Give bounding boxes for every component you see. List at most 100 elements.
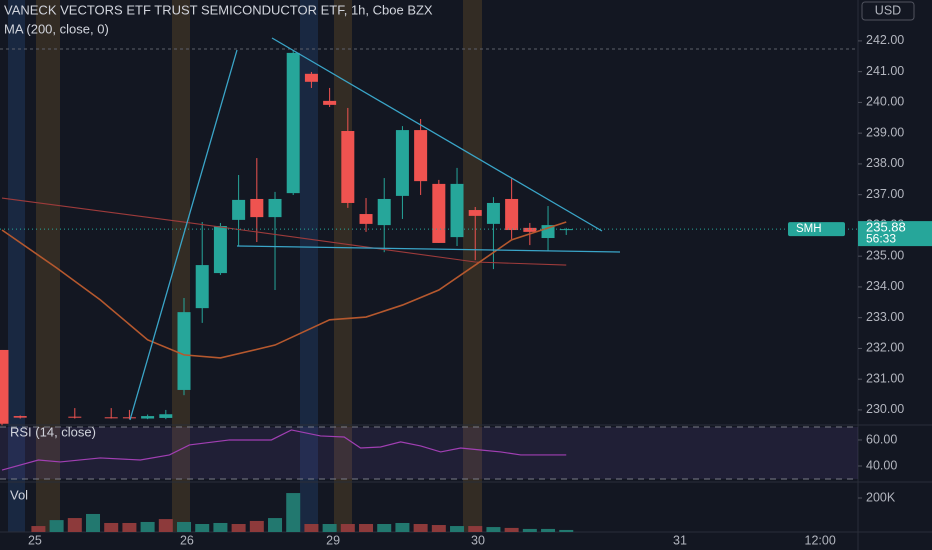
last-price: 235.88 xyxy=(866,220,906,235)
candle-body xyxy=(13,416,27,418)
trend-line xyxy=(271,37,603,232)
volume-bar xyxy=(322,524,337,532)
candle-body xyxy=(104,417,118,419)
x-tick-label: 31 xyxy=(673,533,687,547)
moving-average xyxy=(1,197,567,266)
volume-bar xyxy=(31,526,46,532)
x-tick-label: 30 xyxy=(471,533,485,547)
y-tick-label: 60.00 xyxy=(866,432,897,446)
rsi-legend: RSI (14, close) xyxy=(10,424,96,439)
volume-bar xyxy=(413,524,428,532)
moving-average xyxy=(1,221,567,359)
plot xyxy=(0,50,858,532)
volume-bar xyxy=(468,526,483,532)
y-tick-label: 238.00 xyxy=(866,156,904,170)
session-band xyxy=(300,0,318,532)
x-tick-label: 12:00 xyxy=(805,533,836,547)
candle-body xyxy=(250,198,264,218)
x-tick-label: 25 xyxy=(28,533,42,547)
candle-body xyxy=(395,130,409,196)
y-tick-label: 40.00 xyxy=(866,458,897,472)
volume-bar xyxy=(158,519,173,532)
volume-bar xyxy=(340,524,355,532)
volume-bar xyxy=(195,524,210,532)
last-price-box xyxy=(858,221,932,247)
candle-body xyxy=(268,198,282,218)
volume-bar xyxy=(67,518,82,532)
volume-bar xyxy=(486,527,501,532)
session-band xyxy=(172,0,190,532)
volume-bar xyxy=(286,493,301,532)
volume-bar xyxy=(504,527,519,532)
y-tick-label: 200K xyxy=(866,490,896,504)
trend-line xyxy=(129,49,238,421)
candle-body xyxy=(213,226,227,274)
candle-body xyxy=(195,265,209,309)
y-tick-label: 232.00 xyxy=(866,341,904,355)
vol-legend: Vol xyxy=(10,487,28,502)
candle-body xyxy=(68,416,82,418)
volume-bar xyxy=(395,522,410,532)
candle-body xyxy=(468,210,482,216)
rsi-line xyxy=(1,429,567,471)
volume-bar xyxy=(541,528,556,532)
y-tick-label: 239.00 xyxy=(866,125,904,139)
y-tick-label: 241.00 xyxy=(866,64,904,78)
volume-bar xyxy=(431,525,446,532)
volume-bar xyxy=(104,522,119,532)
volume-bar xyxy=(304,524,319,532)
y-tick-label: 230.00 xyxy=(866,402,904,416)
x-tick-label: 29 xyxy=(326,533,340,547)
volume-bar xyxy=(122,522,137,532)
session-band xyxy=(36,0,60,532)
volume-bar xyxy=(49,520,64,532)
candle-body xyxy=(559,229,573,231)
y-tick-label: 242.00 xyxy=(866,33,904,47)
y-tick-label: 235.00 xyxy=(866,248,904,262)
rsi-band xyxy=(0,426,858,480)
candle-body xyxy=(0,349,9,424)
candle-body xyxy=(232,199,246,220)
volume-bar xyxy=(86,513,101,532)
candle-body xyxy=(432,183,446,243)
symbol: SMH xyxy=(796,223,822,235)
volume-bar xyxy=(231,524,246,532)
y-tick-label: 237.00 xyxy=(866,187,904,201)
candle-body xyxy=(177,312,191,390)
currency-box[interactable] xyxy=(861,1,915,21)
y-tick-label: 234.00 xyxy=(866,279,904,293)
volume-bar xyxy=(559,529,574,532)
candle-body xyxy=(159,414,173,418)
y-tick-label: 233.00 xyxy=(866,310,904,324)
volume-bar xyxy=(249,520,264,532)
volume-bar xyxy=(140,521,155,532)
y-tick-label: 231.00 xyxy=(866,371,904,385)
y-tick-label: 240.00 xyxy=(866,95,904,109)
volume-bar xyxy=(359,524,374,532)
candle-body xyxy=(341,131,355,203)
candle-body xyxy=(304,73,318,82)
volume-bar xyxy=(177,521,192,532)
candle-body xyxy=(141,416,155,419)
candle-body xyxy=(122,417,136,419)
symbol-tag xyxy=(788,222,845,237)
countdown: 56:33 xyxy=(866,231,896,245)
candle-body xyxy=(505,198,519,231)
candle-body xyxy=(286,52,300,194)
volume-bar xyxy=(213,522,228,532)
candle-body xyxy=(450,183,464,238)
volume-bar xyxy=(268,518,283,532)
candle-body xyxy=(486,202,500,224)
indicator-legend: MA (200, close, 0) xyxy=(4,21,109,36)
candle-body xyxy=(414,130,428,182)
volume-bar xyxy=(450,526,465,532)
currency[interactable]: USD xyxy=(875,3,901,17)
candle-body xyxy=(359,214,373,224)
candle-body xyxy=(377,198,391,226)
session-band xyxy=(8,0,25,532)
candle-body xyxy=(523,227,537,232)
volume-bar xyxy=(522,528,537,532)
drawings xyxy=(129,37,621,421)
